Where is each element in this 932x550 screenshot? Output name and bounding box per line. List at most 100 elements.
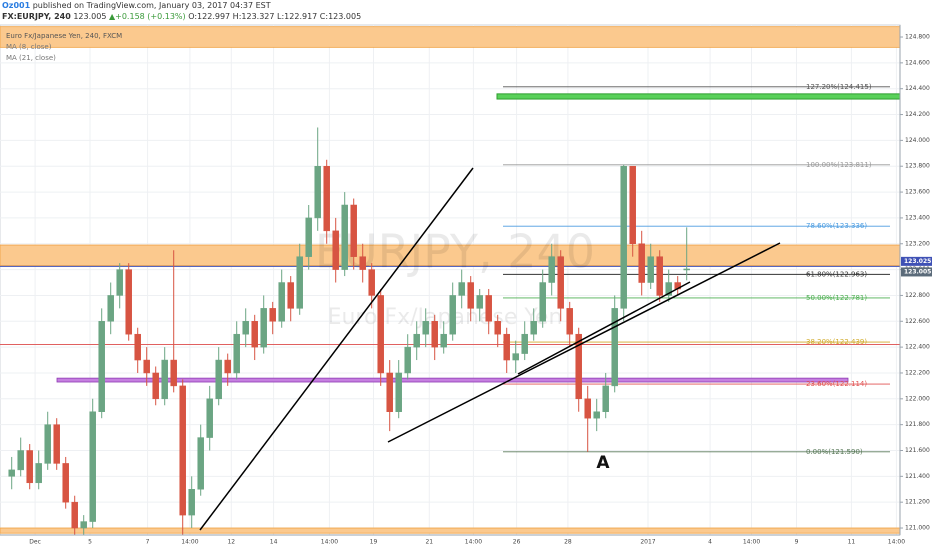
- legend-item: MA (21, close): [6, 54, 56, 62]
- y-tick-label: 122.000: [905, 395, 930, 402]
- candle-body: [188, 489, 195, 516]
- y-tick-label: 123.800: [905, 163, 930, 170]
- candle-body: [548, 256, 555, 283]
- x-tick-label: 28: [564, 539, 572, 546]
- candle-body: [44, 424, 51, 464]
- x-tick-label: Dec: [29, 539, 41, 546]
- author[interactable]: Oz001: [2, 1, 31, 10]
- candle-body: [269, 308, 276, 322]
- candle-body: [116, 269, 123, 296]
- candle-body: [170, 359, 177, 387]
- candle-body: [647, 256, 654, 283]
- candle-body: [395, 372, 402, 412]
- candle-body: [656, 256, 663, 296]
- candle-body: [314, 165, 321, 219]
- candle-body: [296, 256, 303, 309]
- price-label-box: [901, 267, 932, 277]
- candle-body: [665, 282, 672, 296]
- y-tick-label: 121.600: [905, 447, 930, 454]
- fib-label: 0.00%(121.590): [806, 448, 863, 456]
- candle-body: [368, 269, 375, 296]
- x-tick-label: 14:00: [321, 539, 338, 546]
- candle-body: [413, 333, 420, 348]
- x-tick-label: 14:00: [888, 539, 905, 546]
- candle-body: [71, 501, 78, 529]
- change: ▲+0.158 (+0.13%): [108, 12, 186, 21]
- candle-body: [107, 295, 114, 322]
- fib-label: 23.60%(122.114): [806, 380, 867, 388]
- candle-body: [224, 359, 231, 374]
- candle-body: [377, 295, 384, 374]
- candle-body: [242, 321, 249, 335]
- fib-label: 38.20%(122.439): [806, 338, 867, 346]
- candle-body: [134, 333, 141, 361]
- candle-body: [512, 353, 519, 361]
- candle-body: [197, 437, 204, 490]
- y-tick-label: 121.400: [905, 473, 930, 480]
- y-tick-label: 121.000: [905, 525, 930, 532]
- candle-body: [62, 463, 69, 503]
- candle-body: [359, 256, 366, 270]
- candle-body: [332, 230, 339, 270]
- candle-body: [557, 256, 564, 309]
- y-tick-label: 123.200: [905, 240, 930, 247]
- trend-line: [199, 167, 474, 531]
- x-tick-label: 14:00: [181, 539, 198, 546]
- fib-label: 61.80%(122.963): [806, 270, 867, 278]
- x-tick-label: 11: [848, 539, 856, 546]
- published: published on TradingView.com, January 03…: [32, 1, 271, 10]
- price-label: 123.025: [904, 258, 931, 265]
- candle-body: [98, 321, 105, 412]
- zone: [0, 26, 901, 48]
- candle-body: [530, 321, 537, 335]
- candle-body: [422, 321, 429, 335]
- x-tick-label: 12: [227, 539, 235, 546]
- candle-body: [125, 269, 132, 335]
- candle-body: [683, 268, 690, 271]
- watermark: Euro Fx/Japanese Yen: [328, 305, 563, 330]
- candle-body: [143, 359, 150, 374]
- price-label: 123.005: [904, 268, 931, 275]
- y-tick-label: 123.600: [905, 189, 930, 196]
- y-tick-label: 122.600: [905, 318, 930, 325]
- y-tick-label: 124.400: [905, 85, 930, 92]
- annotation: A: [596, 453, 610, 473]
- candle-body: [611, 308, 618, 387]
- legend-item: Euro Fx/Japanese Yen, 240, FXCM: [6, 32, 122, 40]
- fib-label: 78.60%(123.336): [806, 222, 867, 230]
- candle-body: [629, 165, 636, 245]
- x-tick-label: 14:00: [743, 539, 760, 546]
- y-tick-label: 122.400: [905, 344, 930, 351]
- last-price: 123.005: [73, 12, 107, 21]
- candle-body: [278, 282, 285, 322]
- candle-body: [539, 282, 546, 322]
- candle-body: [503, 333, 510, 361]
- candle-body: [485, 295, 492, 322]
- x-tick-label: 26: [513, 539, 521, 546]
- candle-body: [404, 346, 411, 374]
- fib-label: 100.00%(123.811): [806, 161, 872, 169]
- header-line: Oz001 published on TradingView.com, Janu…: [2, 0, 361, 11]
- candle-body: [620, 165, 627, 309]
- candle-body: [566, 308, 573, 335]
- x-tick-label: 2017: [640, 539, 655, 546]
- candle-body: [53, 424, 60, 464]
- y-tick-label: 124.600: [905, 59, 930, 66]
- candle-body: [521, 333, 528, 354]
- candle-body: [26, 450, 33, 484]
- y-tick-label: 122.200: [905, 369, 930, 376]
- candle-body: [8, 469, 15, 477]
- candle-body: [233, 333, 240, 374]
- candle-body: [593, 411, 600, 419]
- fib-label: 127.20%(124.415): [806, 83, 872, 91]
- y-tick-label: 124.000: [905, 137, 930, 144]
- candle-body: [575, 333, 582, 400]
- symbol: FX:EURJPY, 240: [2, 12, 71, 21]
- candle-body: [161, 359, 168, 400]
- y-tick-label: 121.800: [905, 421, 930, 428]
- candle-body: [467, 282, 474, 309]
- candle-body: [89, 411, 96, 522]
- candle-body: [17, 450, 24, 471]
